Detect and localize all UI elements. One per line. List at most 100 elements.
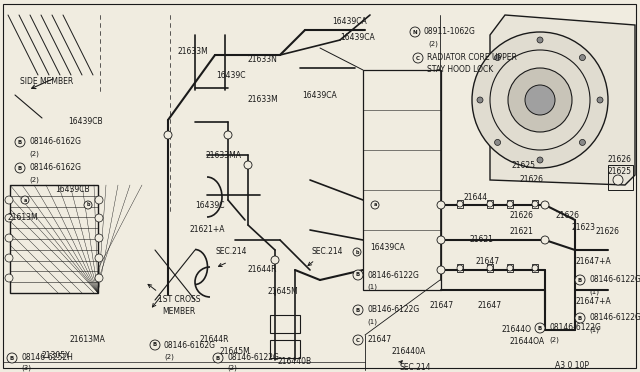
Text: 21644: 21644 (463, 193, 487, 202)
Circle shape (95, 254, 103, 262)
Circle shape (495, 55, 500, 61)
Text: 21647+A: 21647+A (575, 257, 611, 266)
Text: 21626: 21626 (555, 211, 579, 219)
Circle shape (487, 201, 493, 207)
Circle shape (507, 201, 513, 207)
Circle shape (597, 97, 603, 103)
Text: 08146-6162G: 08146-6162G (29, 164, 81, 173)
Text: 21626: 21626 (608, 155, 632, 164)
Circle shape (437, 201, 445, 209)
Circle shape (15, 137, 25, 147)
Text: 21613M: 21613M (8, 214, 38, 222)
Circle shape (371, 201, 379, 209)
Circle shape (477, 97, 483, 103)
Text: C: C (356, 337, 360, 343)
Polygon shape (490, 15, 635, 185)
Text: 21644O: 21644O (502, 326, 532, 334)
Text: 21645M: 21645M (268, 288, 299, 296)
Text: 1ST CROSS: 1ST CROSS (158, 295, 200, 305)
Text: 21613MA: 21613MA (70, 336, 106, 344)
Circle shape (535, 323, 545, 333)
Text: 21647: 21647 (478, 301, 502, 310)
Text: (1): (1) (589, 289, 599, 295)
Text: 21647: 21647 (430, 301, 454, 310)
Text: A3 0 10P: A3 0 10P (555, 362, 589, 371)
Text: 08146-6122G: 08146-6122G (589, 276, 640, 285)
Text: B: B (18, 166, 22, 170)
Text: 21621: 21621 (510, 228, 534, 237)
Text: 16439CA: 16439CA (332, 17, 367, 26)
Circle shape (487, 265, 493, 271)
Text: 21623: 21623 (572, 224, 596, 232)
Text: 16439CA: 16439CA (302, 90, 337, 99)
Bar (270, 315, 300, 333)
Circle shape (5, 254, 13, 262)
Text: 08146-6162G: 08146-6162G (29, 138, 81, 147)
Text: B: B (153, 343, 157, 347)
Bar (487, 264, 493, 272)
Text: 21626: 21626 (510, 211, 534, 219)
Text: 08146-6122G: 08146-6122G (549, 324, 601, 333)
Text: SIDE MEMBER: SIDE MEMBER (20, 77, 73, 87)
Circle shape (95, 234, 103, 242)
Circle shape (579, 55, 586, 61)
Circle shape (353, 335, 363, 345)
Circle shape (532, 265, 538, 271)
Circle shape (532, 201, 538, 207)
Text: 16439C: 16439C (195, 201, 225, 209)
Text: (2): (2) (549, 337, 559, 343)
Text: 08146-6122G: 08146-6122G (589, 314, 640, 323)
Circle shape (437, 266, 445, 274)
Circle shape (537, 37, 543, 43)
Text: (2): (2) (29, 151, 39, 157)
Circle shape (410, 27, 420, 37)
Text: 21626: 21626 (595, 228, 619, 237)
Text: (2): (2) (29, 177, 39, 183)
Text: 16439C: 16439C (216, 71, 246, 80)
Bar (363, 70, 441, 290)
Text: b: b (86, 202, 90, 208)
Bar (532, 264, 538, 272)
Bar (608, 165, 633, 190)
Bar (532, 200, 538, 208)
Text: 21644R: 21644R (248, 266, 278, 275)
Text: SEC.214: SEC.214 (215, 247, 246, 257)
Text: 21644OA: 21644OA (510, 337, 545, 346)
Text: (1): (1) (589, 327, 599, 333)
Text: 21647: 21647 (367, 336, 391, 344)
Text: 08146-6122G: 08146-6122G (367, 270, 419, 279)
Circle shape (507, 265, 513, 271)
Text: 08911-1062G: 08911-1062G (424, 28, 476, 36)
Text: RADIATOR CORE UPPER: RADIATOR CORE UPPER (427, 54, 517, 62)
Bar (507, 200, 513, 208)
Text: 08146-6252H: 08146-6252H (21, 353, 73, 362)
Text: B: B (356, 308, 360, 312)
Text: 21621+A: 21621+A (190, 225, 225, 234)
Circle shape (457, 265, 463, 271)
Text: a: a (373, 202, 377, 208)
Bar (270, 340, 300, 358)
Text: 216440A: 216440A (392, 347, 426, 356)
Circle shape (525, 85, 555, 115)
Circle shape (472, 32, 608, 168)
Circle shape (353, 305, 363, 315)
Circle shape (457, 201, 463, 207)
Circle shape (213, 353, 223, 363)
Circle shape (353, 248, 361, 256)
Text: 08146-6162G: 08146-6162G (164, 340, 216, 350)
Text: 08146-6122G: 08146-6122G (227, 353, 279, 362)
Bar (507, 264, 513, 272)
Circle shape (95, 196, 103, 204)
Text: B: B (216, 356, 220, 360)
Text: 21633MA: 21633MA (205, 151, 241, 160)
Text: 21633M: 21633M (178, 48, 209, 57)
Text: B: B (578, 278, 582, 282)
Circle shape (495, 140, 500, 145)
Text: SEC.214: SEC.214 (400, 363, 431, 372)
Circle shape (150, 340, 160, 350)
Circle shape (164, 131, 172, 139)
Circle shape (413, 53, 423, 63)
Text: 16439CA: 16439CA (340, 33, 375, 42)
Circle shape (613, 175, 623, 185)
Circle shape (541, 236, 549, 244)
